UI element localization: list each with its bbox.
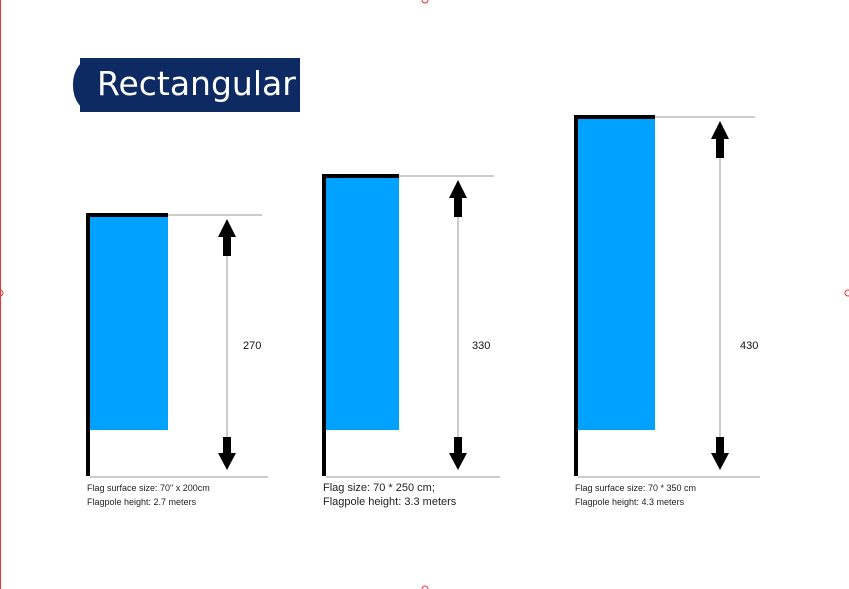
caption-line: Flagpole height: 3.3 meters	[323, 496, 457, 508]
flag-illustration: 430 Flag surface size: 70 * 350 cm Flagpol…	[574, 115, 760, 507]
flag-illustration: 270 Flag surface size: 70" x 200cm Flagpol…	[86, 213, 268, 507]
edge-handle	[0, 289, 4, 297]
title: Rectangular b	[97, 64, 327, 103]
flag-crossbar	[322, 174, 399, 178]
arrow-down	[449, 437, 467, 470]
edge-handle	[421, 0, 429, 4]
arrow-up	[218, 219, 236, 256]
caption-line: Flag surface size: 70" x 200cm	[87, 483, 210, 493]
height-label: 430	[740, 340, 758, 352]
height-label: 270	[243, 340, 261, 352]
caption-line: Flagpole height: 4.3 meters	[575, 497, 685, 507]
flag-surface	[578, 118, 655, 430]
arrow-up	[449, 180, 467, 217]
caption-line: Flagpole height: 2.7 meters	[87, 497, 197, 507]
edge-handle	[421, 585, 429, 589]
flagpole	[86, 213, 90, 476]
flagpole	[322, 174, 326, 476]
arrow-down	[218, 437, 236, 470]
flag-crossbar	[86, 213, 168, 217]
flag-surface	[90, 216, 168, 430]
flagpole	[574, 115, 578, 476]
caption-line: Flag surface size: 70 * 350 cm	[575, 483, 696, 493]
banner	[80, 58, 300, 112]
arrow-up	[711, 121, 729, 158]
flag-crossbar	[574, 115, 655, 119]
label-bg	[231, 336, 259, 354]
caption-line: Flag size: 70 * 250 cm;	[323, 482, 435, 494]
edge-handle	[844, 289, 849, 297]
title-banner: Rectangular b	[73, 58, 327, 112]
arrow-down	[711, 437, 729, 470]
label-bg	[462, 336, 490, 354]
height-label: 330	[472, 340, 490, 352]
flag-illustration: 330 Flag size: 70 * 250 cm; Flagpole heigh…	[322, 174, 500, 508]
flag-surface	[326, 177, 399, 430]
label-bg	[724, 336, 752, 354]
